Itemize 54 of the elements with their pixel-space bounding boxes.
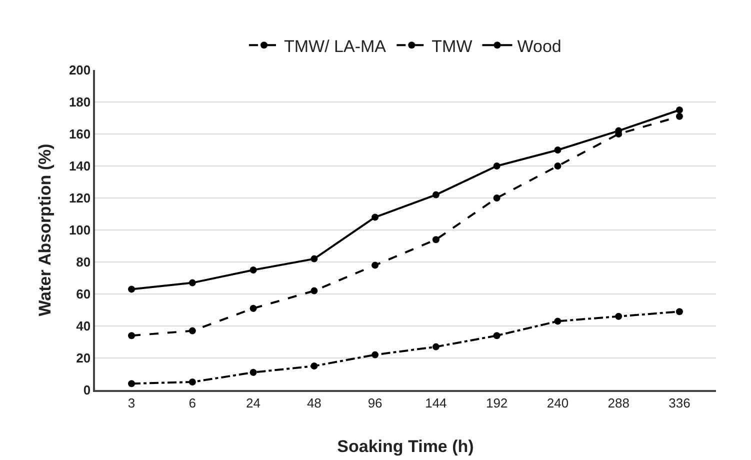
point	[128, 380, 136, 388]
legend-label: TMW/ LA-MA	[284, 36, 387, 56]
point	[432, 191, 440, 198]
x-tick-label: 24	[246, 396, 261, 411]
point	[310, 362, 318, 370]
point	[128, 332, 136, 340]
point	[676, 308, 683, 316]
x-axis-title: Soaking Time (h)	[337, 437, 474, 456]
x-tick-label: 192	[486, 396, 508, 411]
point	[188, 327, 196, 334]
x-tick-label: 48	[306, 396, 322, 411]
point	[554, 318, 562, 325]
point	[128, 286, 136, 293]
point	[372, 351, 379, 358]
y-tick-label: 140	[68, 158, 91, 174]
y-tick-label: 200	[68, 62, 91, 78]
point	[493, 194, 500, 202]
x-tick-label: 288	[608, 396, 630, 411]
y-tick-label: 80	[76, 254, 91, 270]
y-tick-label: 60	[76, 286, 91, 302]
point	[310, 255, 318, 262]
point	[676, 112, 683, 120]
point	[676, 106, 683, 114]
x-tick-label: 96	[368, 396, 382, 411]
point	[493, 332, 500, 340]
point	[250, 368, 257, 376]
point	[554, 146, 562, 154]
x-tick-label: 3	[128, 396, 136, 411]
point	[188, 378, 196, 386]
legend-label: TMW	[432, 36, 472, 56]
point	[493, 162, 500, 170]
y-tick-label: 0	[83, 382, 91, 398]
x-tick-label: 336	[668, 396, 690, 411]
y-axis-title: Water Absorption (%)	[36, 144, 54, 316]
x-tick-label: 6	[188, 396, 196, 411]
point	[432, 236, 440, 244]
y-tick-label: 100	[68, 222, 91, 238]
y-tick-label: 180	[68, 94, 91, 110]
point	[432, 343, 440, 350]
y-tick-label: 120	[68, 190, 91, 206]
x-tick-label: 240	[546, 396, 569, 411]
point	[372, 262, 379, 269]
point	[615, 312, 622, 320]
x-tick-label: 144	[425, 396, 447, 411]
y-tick-label: 40	[76, 318, 91, 334]
point	[310, 287, 318, 294]
y-tick-label: 160	[68, 126, 91, 142]
point	[188, 279, 196, 286]
y-tick-label: 20	[76, 350, 91, 366]
point	[554, 162, 562, 170]
point	[372, 214, 379, 221]
point	[250, 304, 257, 312]
point	[250, 266, 257, 274]
legend-label: Wood	[517, 36, 562, 56]
